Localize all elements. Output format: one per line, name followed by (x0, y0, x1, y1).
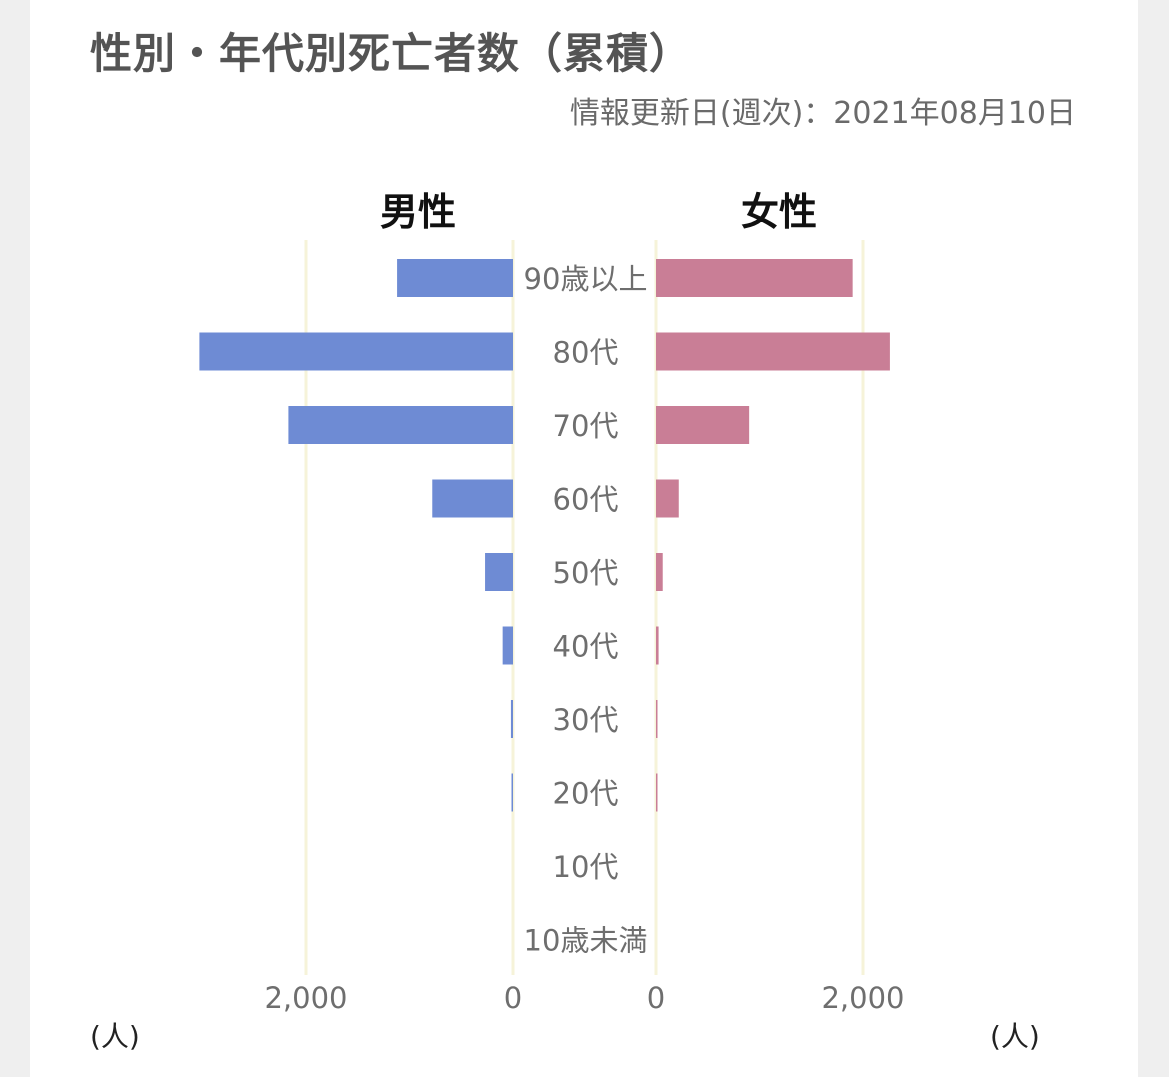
bar-male-0 (397, 259, 513, 297)
category-label-6: 30代 (553, 703, 619, 737)
bar-male-2 (288, 406, 513, 444)
bar-female-0 (656, 259, 853, 297)
category-label-4: 50代 (553, 556, 619, 590)
bar-male-1 (199, 332, 513, 371)
tick-layer: 2,000 2,000 0 0 (264, 981, 904, 1015)
bar-female-4 (656, 553, 663, 591)
chart-title: 性別・年代別死亡者数（累積） (90, 29, 693, 78)
bar-male-6 (510, 700, 513, 738)
chart-card: 性別・年代別死亡者数（累積） 情報更新日(週次)：2021年08月10日 (30, 0, 1138, 1077)
category-label-8: 10代 (553, 850, 619, 884)
unit-right-label: (人) (990, 1020, 1040, 1053)
category-label-2: 70代 (553, 409, 619, 443)
female-label: 女性 (741, 190, 817, 234)
bar-female-1 (656, 332, 890, 371)
category-label-7: 20代 (553, 777, 619, 811)
unit-left-label: (人) (90, 1020, 140, 1053)
bar-female-7 (656, 773, 658, 812)
category-label-9: 10歳未満 (524, 924, 648, 958)
bar-female-6 (656, 700, 658, 738)
tick-label-left-0: 2,000 (264, 981, 347, 1015)
bar-layer (199, 259, 890, 812)
category-label-0: 90歳以上 (524, 262, 648, 296)
update-date: 情報更新日(週次)：2021年08月10日 (569, 96, 1076, 131)
bar-male-5 (502, 626, 513, 665)
category-label-1: 80代 (553, 336, 619, 370)
male-label: 男性 (380, 190, 456, 234)
category-layer: 90歳以上 80代 70代 60代 50代 40代 30代 20代 10代 10歳未満 (524, 262, 648, 958)
category-label-3: 60代 (553, 483, 619, 517)
bar-male-7 (511, 773, 513, 812)
bar-female-5 (656, 626, 659, 665)
category-label-5: 40代 (553, 630, 619, 664)
bar-female-2 (656, 406, 750, 444)
bar-male-3 (432, 479, 513, 518)
bar-male-4 (485, 553, 513, 591)
tick-label-right-1: 0 (647, 981, 665, 1015)
tick-label-right-0: 2,000 (821, 981, 904, 1015)
bar-female-3 (656, 479, 679, 518)
tick-label-left-1: 0 (504, 981, 522, 1015)
